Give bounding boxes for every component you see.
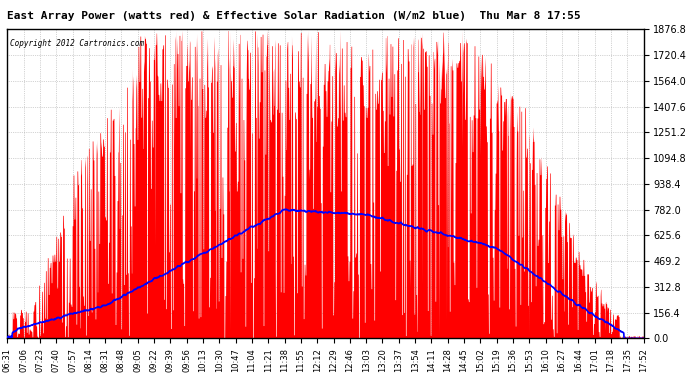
Text: Copyright 2012 Cartronics.com: Copyright 2012 Cartronics.com	[10, 39, 145, 48]
Text: East Array Power (watts red) & Effective Solar Radiation (W/m2 blue)  Thu Mar 8 : East Array Power (watts red) & Effective…	[7, 11, 581, 21]
